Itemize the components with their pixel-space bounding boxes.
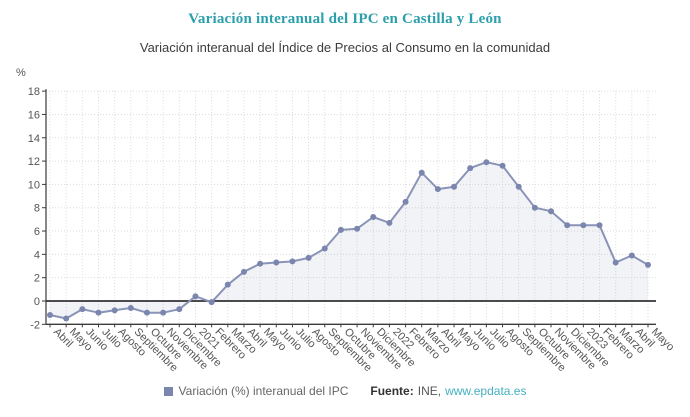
data-point bbox=[418, 169, 425, 176]
epdata-link[interactable]: www.epdata.es bbox=[445, 384, 527, 398]
chart-title: Variación interanual del IPC en Castilla… bbox=[188, 11, 502, 27]
axes bbox=[42, 89, 656, 328]
legend-item-ipc[interactable]: Variación (%) interanual del IPC bbox=[163, 384, 349, 398]
y-axis-label: 10 bbox=[28, 179, 40, 191]
data-point bbox=[257, 260, 264, 267]
source-name: INE, bbox=[417, 384, 442, 398]
data-point bbox=[451, 183, 458, 190]
data-point bbox=[224, 281, 231, 288]
data-point bbox=[548, 208, 555, 215]
y-axis-label: -2 bbox=[30, 319, 40, 331]
y-axis-label: 2 bbox=[34, 273, 40, 285]
y-axis-labels: 18 16 14 12 10 8 6 4 2 0 -2 bbox=[28, 86, 40, 331]
data-point bbox=[273, 259, 280, 266]
data-point bbox=[645, 261, 651, 268]
y-axis-label: 12 bbox=[28, 156, 40, 168]
data-point bbox=[321, 245, 328, 252]
y-axis-label: 6 bbox=[34, 226, 40, 238]
data-point bbox=[79, 306, 86, 313]
data-point bbox=[305, 254, 312, 261]
y-axis-label: 4 bbox=[34, 249, 40, 261]
data-point bbox=[402, 198, 409, 205]
legend-marker-icon bbox=[163, 386, 173, 396]
data-point bbox=[386, 219, 393, 226]
data-point bbox=[596, 222, 603, 229]
y-axis-label: 0 bbox=[34, 296, 40, 308]
data-point bbox=[467, 165, 474, 172]
data-point bbox=[240, 268, 247, 275]
y-axis-label: 8 bbox=[34, 203, 40, 215]
data-point bbox=[612, 259, 619, 266]
data-point bbox=[483, 159, 490, 166]
data-points bbox=[47, 159, 651, 322]
y-axis-label: 18 bbox=[28, 86, 40, 98]
data-point bbox=[176, 306, 183, 313]
line-chart: 18 16 14 12 10 8 6 4 2 0 -2 AbrilMayoJunioJulioAgos… bbox=[16, 67, 677, 374]
chart-footer: Variación (%) interanual del IPC Fuente:… bbox=[0, 384, 690, 398]
data-point bbox=[434, 186, 441, 193]
data-point bbox=[337, 226, 344, 233]
data-point bbox=[127, 304, 134, 311]
data-point bbox=[47, 311, 53, 318]
data-point bbox=[499, 162, 506, 169]
data-point bbox=[354, 225, 361, 232]
y-axis-unit-label: % bbox=[16, 67, 26, 79]
chart-subtitle: Variación interanual del Índice de Preci… bbox=[139, 40, 551, 55]
data-point bbox=[160, 309, 167, 316]
data-point bbox=[564, 222, 571, 229]
data-point bbox=[370, 214, 377, 221]
data-point bbox=[531, 204, 538, 211]
x-axis-labels: AbrilMayoJunioJulioAgostoSeptiembreOctub… bbox=[51, 326, 677, 374]
y-axis-label: 14 bbox=[28, 133, 40, 145]
data-point bbox=[143, 309, 150, 316]
data-point bbox=[515, 183, 522, 190]
y-axis-label: 16 bbox=[28, 109, 40, 121]
series-area bbox=[50, 162, 648, 319]
data-point bbox=[580, 222, 587, 229]
data-point bbox=[192, 293, 199, 300]
data-point bbox=[95, 309, 102, 316]
data-point bbox=[111, 307, 118, 314]
data-point bbox=[628, 252, 635, 259]
data-point bbox=[289, 258, 296, 265]
data-point bbox=[63, 315, 70, 322]
legend-label: Variación (%) interanual del IPC bbox=[178, 384, 349, 398]
data-point bbox=[208, 299, 215, 306]
source-credit: Fuente: INE, www.epdata.es bbox=[370, 384, 526, 398]
source-label: Fuente: bbox=[370, 384, 414, 398]
